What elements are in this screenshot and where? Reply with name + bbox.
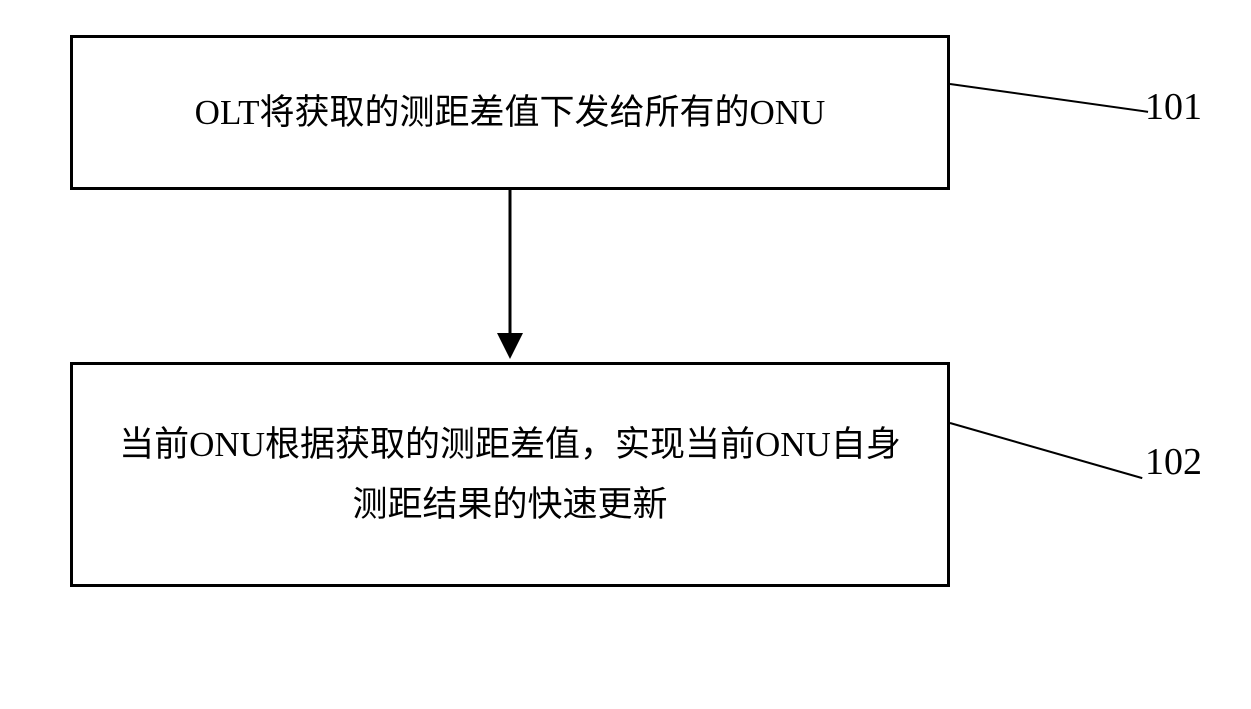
flowchart-box-1: OLT将获取的测距差值下发给所有的ONU (70, 35, 950, 190)
label-2: 102 (1145, 440, 1202, 484)
label-connector-2 (950, 422, 1143, 479)
arrow-head-icon (497, 333, 523, 359)
flowchart-container: OLT将获取的测距差值下发给所有的ONU 101 当前ONU根据获取的测距差值，… (70, 35, 1190, 587)
arrow-line (509, 190, 512, 335)
label-1: 101 (1145, 85, 1202, 129)
arrow-1 (70, 190, 950, 362)
box-2-text: 当前ONU根据获取的测距差值，实现当前ONU自身测距结果的快速更新 (103, 415, 917, 534)
flowchart-box-2: 当前ONU根据获取的测距差值，实现当前ONU自身测距结果的快速更新 (70, 362, 950, 587)
label-connector-1 (950, 83, 1148, 113)
box-1-text: OLT将获取的测距差值下发给所有的ONU (195, 83, 826, 143)
